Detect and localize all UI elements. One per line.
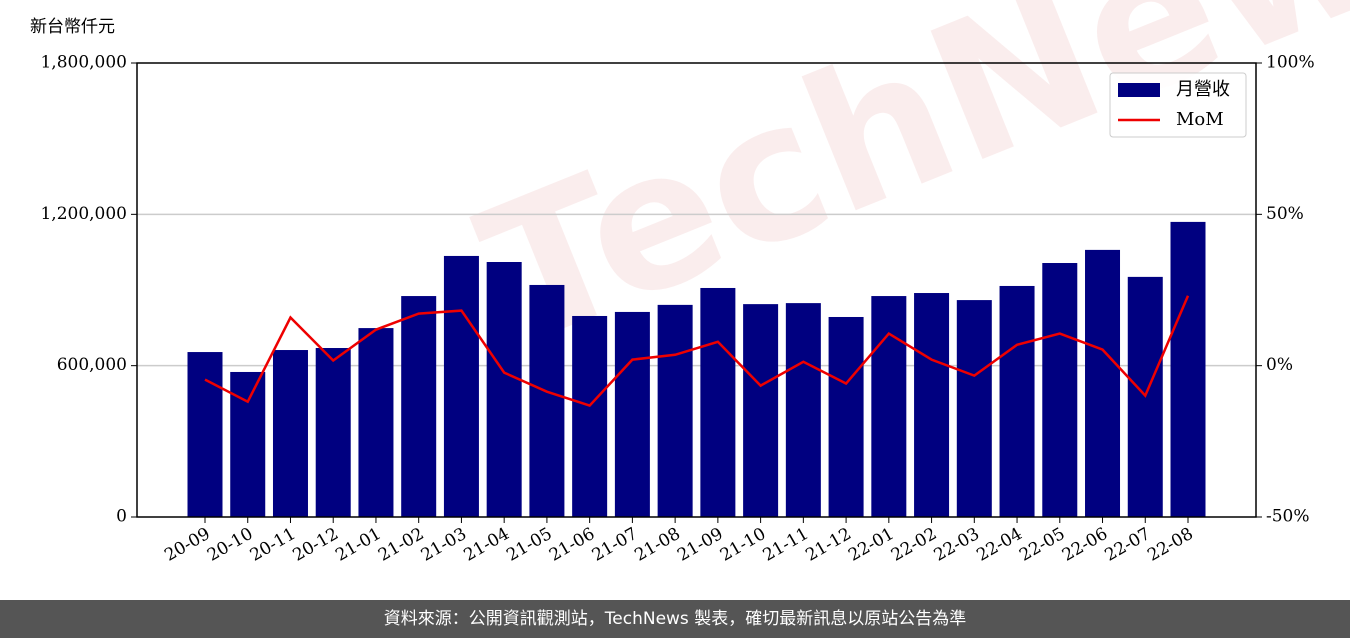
bar	[871, 296, 907, 517]
y-tick-label: 1,200,000	[40, 204, 127, 224]
y-tick-label: 600,000	[57, 355, 127, 375]
x-tick-label: 22-08	[1144, 524, 1196, 566]
bar	[700, 287, 736, 517]
x-tick-label: 22-04	[973, 524, 1025, 566]
footer-bar	[0, 600, 1350, 638]
legend-label: 月營收	[1176, 79, 1230, 100]
y2-tick-label: 0%	[1266, 355, 1293, 375]
bar	[614, 311, 650, 517]
x-tick-label: 20-12	[290, 524, 342, 566]
bar	[743, 304, 779, 517]
bar	[914, 293, 950, 517]
x-tick-label: 21-01	[332, 524, 384, 566]
line	[204, 295, 1190, 408]
x-tick-label: 21-06	[546, 524, 598, 566]
x-tick-label: 20-09	[161, 524, 213, 566]
bar	[828, 316, 864, 517]
bar	[1170, 221, 1206, 517]
bar	[1042, 263, 1078, 517]
x-tick-label: 21-11	[760, 524, 812, 566]
x-tick-label: 21-05	[503, 524, 555, 566]
bar	[785, 303, 821, 517]
plot-frame	[136, 62, 1257, 518]
bar	[486, 262, 522, 517]
y-tick-label: 1,800,000	[40, 53, 127, 73]
x-tick-label: 22-06	[1059, 524, 1111, 566]
x-tick-label: 21-08	[631, 524, 683, 566]
footer: 資料來源：公開資訊觀測站，TechNews 製表，確切最新訊息以原站公告為準	[384, 609, 966, 629]
x-tick-label: 22-03	[931, 524, 983, 566]
y2-tick-label: 100%	[1266, 53, 1315, 73]
bar	[187, 352, 223, 517]
bar	[358, 328, 394, 517]
bar	[401, 296, 437, 517]
bar	[657, 304, 693, 517]
x-tick-label: 21-04	[460, 524, 512, 566]
x-tick-label: 21-09	[674, 524, 726, 566]
x-tick-label: 22-07	[1102, 524, 1154, 566]
y2-tick-label: 50%	[1266, 204, 1304, 224]
x-tick-label: 21-03	[418, 524, 470, 566]
x-tick-label: 22-02	[888, 524, 940, 566]
bar	[272, 350, 308, 517]
bar	[1085, 249, 1121, 517]
y2-tick-label: -50%	[1266, 507, 1310, 527]
bar	[230, 371, 266, 517]
x-tick-label: 21-10	[717, 524, 769, 566]
x-tick-label: 21-07	[589, 524, 641, 566]
bar	[443, 255, 479, 517]
legend-swatch	[1118, 83, 1160, 97]
x-tick-label: 20-10	[204, 524, 256, 566]
bar	[529, 284, 565, 517]
x-tick-label: 20-11	[247, 524, 299, 566]
x-tick-label: 22-01	[845, 524, 897, 566]
y-axis-title: 新台幣仟元	[30, 17, 115, 37]
x-tick-label: 21-02	[375, 524, 427, 566]
x-tick-label: 21-12	[802, 524, 854, 566]
y-tick-label: 0	[116, 507, 127, 527]
bar	[315, 348, 351, 517]
x-tick-label: 22-05	[1016, 524, 1068, 566]
legend-label: MoM	[1176, 109, 1224, 130]
bar	[999, 285, 1035, 517]
bar	[956, 300, 992, 517]
bar	[572, 315, 608, 517]
